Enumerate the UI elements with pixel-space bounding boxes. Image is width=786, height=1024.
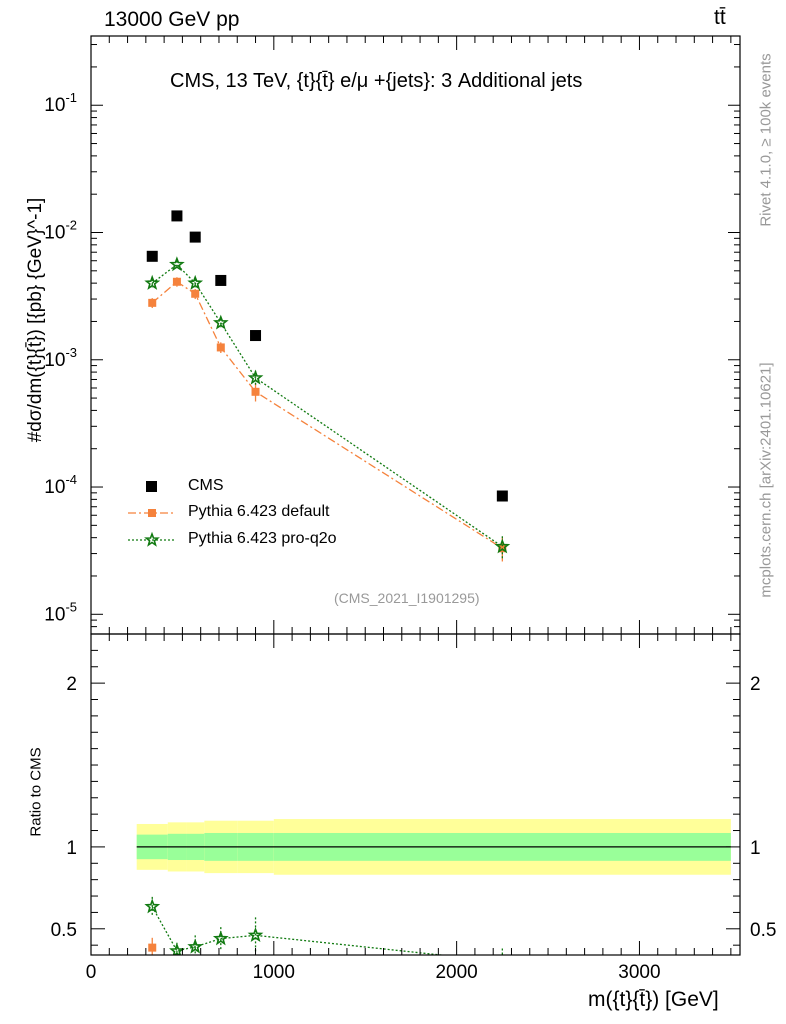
default-ratio-point — [148, 943, 157, 952]
proq2o-ratio-point — [501, 953, 503, 955]
default-data-point — [216, 343, 225, 352]
x-tick-label: 3000 — [618, 962, 660, 983]
mcplots-credit: mcplots.cern.ch [arXiv:2401.10621] — [757, 362, 775, 598]
axis-ticks — [90, 36, 740, 955]
cms-data-point — [146, 250, 158, 262]
legend-proq2o-label: Pythia 6.423 pro-q2o — [188, 530, 337, 547]
main-y-tick-label: 10-3 — [44, 345, 77, 371]
default-data-point — [191, 289, 200, 298]
ratio-y-tick-label-right: 0.5 — [750, 920, 776, 941]
legend-proq2o-marker — [144, 531, 160, 547]
proq2o-series-line — [151, 263, 503, 548]
cms-data-point — [215, 274, 227, 286]
data-marks — [144, 210, 511, 955]
proq2o-data-point — [144, 274, 161, 290]
ratio-y-tick-label: 2 — [66, 674, 77, 695]
analysis-reference: (CMS_2021_I1901295) — [334, 590, 480, 606]
proq2o-ratio-line — [151, 906, 447, 955]
ratio-y-tick-label-right: 1 — [750, 838, 761, 859]
default-data-point — [172, 277, 181, 286]
ratio-uncertainty-bands — [136, 819, 731, 875]
x-tick-label: 1000 — [253, 962, 295, 983]
legend-default-label: Pythia 6.423 default — [188, 503, 330, 520]
main-y-tick-label: 10-1 — [44, 90, 77, 116]
default-data-point — [148, 298, 157, 307]
proq2o-ratio-point — [144, 898, 161, 914]
default-series-line — [151, 280, 503, 549]
main-y-tick-label: 10-2 — [44, 218, 77, 244]
ratio-y-tick-label-right: 2 — [750, 674, 761, 695]
proq2o-data-point — [247, 369, 264, 385]
default-data-point — [251, 387, 260, 396]
proq2o-data-point — [169, 256, 185, 272]
cms-data-point — [189, 231, 201, 243]
main-y-tick-label: 10-4 — [44, 472, 77, 498]
proq2o-data-point — [212, 314, 229, 330]
ratio-y-tick-label: 1 — [66, 838, 77, 859]
legend-default-marker — [148, 509, 156, 517]
process-label: tt̄ — [714, 6, 726, 29]
legend-cms-marker — [146, 481, 157, 492]
x-tick-label: 0 — [86, 962, 97, 983]
proq2o-ratio-point — [169, 942, 185, 955]
legend-cms-label: CMS — [188, 477, 224, 494]
y-axis-label-ratio: Ratio to CMS — [27, 747, 45, 837]
proq2o-data-point — [187, 274, 204, 290]
rivet-version-note: Rivet 4.1.0, ≥ 100k events — [757, 53, 775, 227]
y-axis-label-main: #dσ/dm({t}{t̄}) [{pb} {GeV}^-1] — [25, 197, 46, 443]
proq2o-ratio-point — [187, 938, 204, 954]
x-axis-label: m({t}{t̄}) [GeV] — [588, 988, 719, 1011]
ratio-panel-frame — [90, 633, 741, 956]
cms-data-point — [250, 330, 262, 342]
axis-tick-labels: 10-5 10-4 10-3 10-2 10-1 0 1000 2000 3000 0.5 0.5 1… — [44, 90, 776, 983]
ratio-y-tick-label: 0.5 — [51, 920, 77, 941]
main-y-tick-label: 10-5 — [44, 599, 77, 625]
cms-data-point — [171, 210, 183, 222]
legend-markers — [128, 481, 176, 547]
cms-data-point — [496, 490, 508, 502]
beam-label: 13000 GeV pp — [104, 8, 240, 31]
proq2o-data-point — [494, 538, 511, 554]
proq2o-ratio-point — [212, 930, 229, 946]
chart-title: CMS, 13 TeV, {t}{t̄} e/μ +{jets}: 3 Addi… — [170, 70, 583, 92]
ratio-marks — [144, 896, 503, 955]
plot-frames — [90, 35, 741, 956]
series-lines — [151, 263, 503, 549]
proq2o-ratio-point — [247, 926, 264, 943]
x-tick-label: 2000 — [435, 962, 477, 983]
